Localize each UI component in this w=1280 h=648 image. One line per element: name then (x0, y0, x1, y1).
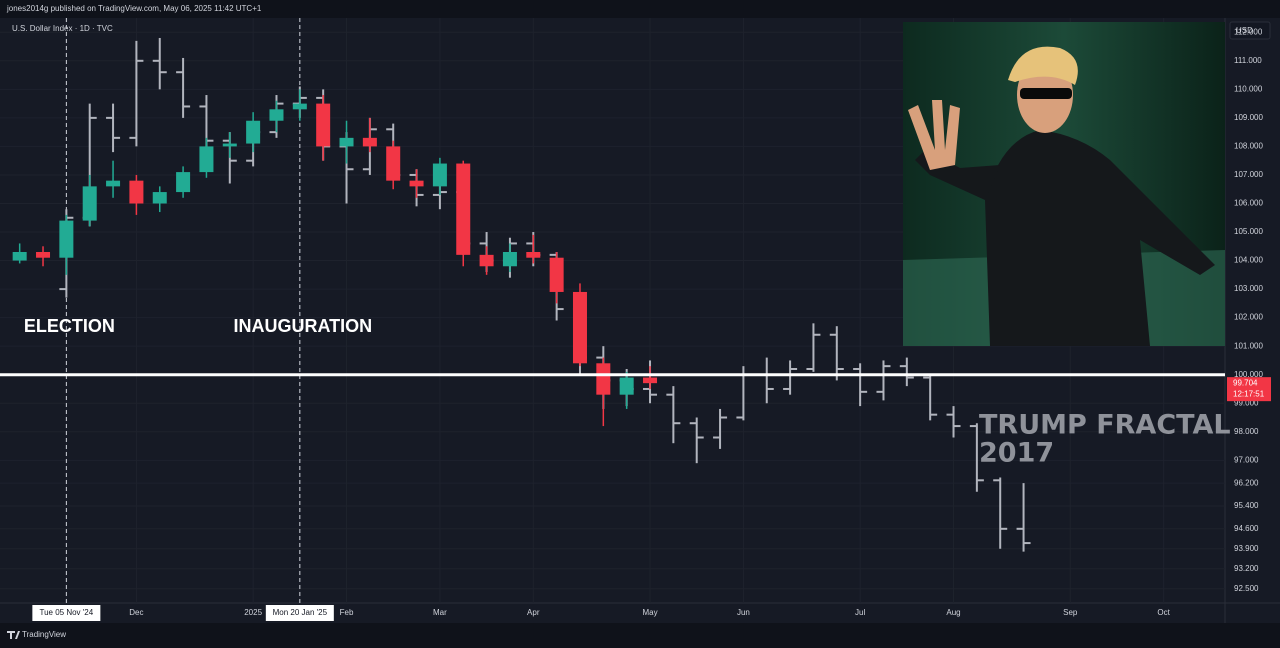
currency-box (1229, 21, 1271, 40)
candle-body (526, 252, 541, 258)
candle-body (316, 103, 331, 147)
photo (903, 22, 1225, 346)
candle-body (199, 146, 214, 173)
candle-body (36, 252, 51, 258)
x-tick-label: May (642, 608, 657, 617)
y-tick-label: 111.000 (1234, 56, 1262, 65)
top-bar (0, 0, 1280, 18)
candle-body (152, 192, 167, 204)
last-price-box (1227, 377, 1271, 402)
y-tick-label: 101.000 (1234, 341, 1263, 350)
candle-body (339, 137, 354, 147)
candle-body (479, 254, 494, 267)
y-tick-label: 102.000 (1234, 313, 1263, 322)
candle-body (269, 109, 284, 121)
candle-body (643, 377, 658, 384)
y-tick-label: 96.200 (1234, 478, 1259, 487)
y-tick-label: 97.000 (1234, 455, 1259, 464)
candle-body (572, 291, 587, 364)
y-tick-label: 103.000 (1234, 284, 1263, 293)
candle-body (596, 363, 611, 395)
x-tick-highlight (32, 605, 101, 621)
candle-body (12, 252, 27, 261)
y-tick-label: 93.900 (1234, 544, 1259, 553)
x-tick-label: Oct (1157, 608, 1170, 617)
y-tick-label: 94.600 (1234, 524, 1259, 533)
candle-body (362, 137, 377, 147)
y-tick-label: 93.200 (1234, 564, 1259, 573)
currency: USD (1236, 26, 1253, 35)
x-tick-label: Sep (1063, 608, 1078, 617)
x-tick-label: 2025 (244, 608, 262, 617)
y-tick-label: 104.000 (1234, 256, 1263, 265)
event-label: INAUGURATION (233, 316, 372, 336)
y-tick-label: 107.000 (1234, 170, 1263, 179)
y-tick-label: 109.000 (1234, 113, 1263, 122)
candle-body (176, 172, 191, 193)
y-tick-label: 98.000 (1234, 427, 1259, 436)
footer-bar (0, 623, 1280, 648)
candle-body (432, 163, 447, 187)
countdown: 12:17:51 (1233, 389, 1265, 398)
candle-body (386, 146, 401, 181)
event-label: ELECTION (24, 316, 115, 336)
publish-header: jones2014g published on TradingView.com,… (6, 4, 262, 13)
x-tick-label: Apr (527, 608, 540, 617)
y-tick-label: 108.000 (1234, 142, 1263, 151)
y-tick-label: 95.400 (1234, 501, 1259, 510)
last-price: 99.704 (1233, 378, 1258, 387)
marks (0, 18, 1225, 603)
symbol-title: U.S. Dollar Index · 1D · TVC (12, 24, 113, 33)
candle-body (549, 257, 564, 292)
candle-body (59, 220, 74, 258)
candle-body (619, 377, 634, 395)
y-tick-label: 106.000 (1234, 199, 1263, 208)
candle-body (409, 180, 424, 187)
x-tick-label: Jul (855, 608, 865, 617)
footer-brand: TradingView (22, 630, 66, 639)
y-tick-label: 99.000 (1234, 398, 1259, 407)
candle-body (502, 252, 517, 267)
candle-body (222, 143, 237, 147)
y-tick-label: 105.000 (1234, 227, 1263, 236)
x-tick-label: Tue 05 Nov '24 (40, 608, 94, 617)
y-tick-label: 100.000 (1234, 370, 1263, 379)
fractal-label: 2017 (979, 438, 1054, 469)
candle-body (82, 186, 97, 221)
candle-body (129, 180, 144, 204)
y-tick-label: 110.000 (1234, 84, 1263, 93)
x-tick-label: Aug (946, 608, 960, 617)
x-tick-label: Feb (340, 608, 354, 617)
y-tick-label: 92.500 (1234, 584, 1259, 593)
candle-body (456, 163, 471, 255)
x-tick-label: Mar (433, 608, 447, 617)
x-tick-label: Mon 20 Jan '25 (273, 608, 328, 617)
x-tick-label: Dec (129, 608, 143, 617)
y-tick-label: 112.000 (1234, 27, 1263, 36)
fractal-label: TRUMP FRACTAL (979, 410, 1231, 441)
candle-body (106, 180, 121, 187)
tv-logo (7, 631, 20, 639)
x-tick-highlight (265, 605, 334, 621)
candle-body (246, 120, 261, 144)
x-tick-label: Jun (737, 608, 750, 617)
candle-body (292, 103, 307, 110)
